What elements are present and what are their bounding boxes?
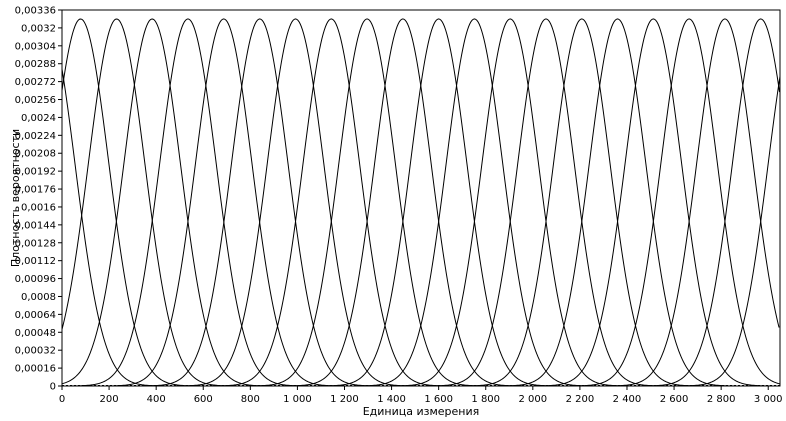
y-tick-label: 0,00016 [15, 364, 56, 375]
density-curve-22 [655, 76, 780, 386]
density-curve-9 [190, 18, 473, 386]
density-curve-16 [440, 18, 724, 386]
y-tick-label: 0,00176 [15, 185, 56, 196]
x-tick-label: 400 [147, 394, 166, 405]
x-axis-title: Единица измерения [363, 405, 480, 418]
x-tick-label: 0 [59, 394, 65, 405]
x-tick-label: 800 [241, 394, 260, 405]
x-tick-label: 1 800 [471, 394, 500, 405]
density-curve-5 [62, 18, 330, 386]
density-curve-14 [368, 18, 652, 386]
x-tick-label: 2 400 [613, 394, 642, 405]
y-axis-ticks: 0 0,00016 0,00032 0,00048 0,00064 0,0008 0,000… [15, 6, 62, 393]
y-tick-label: 0,0024 [21, 113, 56, 124]
y-tick-label: 0,00064 [15, 310, 56, 321]
density-curve-6 [82, 18, 365, 386]
density-curve-10 [225, 18, 509, 386]
y-tick-label: 0,00032 [15, 346, 56, 357]
y-tick-label: 0,0032 [21, 23, 56, 34]
y-axis-title: Плотность вероятности [9, 129, 22, 267]
y-tick-label: 0,00256 [15, 95, 56, 106]
y-tick-label: 0,00288 [15, 59, 56, 70]
y-tick-label: 0,0008 [21, 292, 56, 303]
y-tick-label: 0,00128 [15, 238, 56, 249]
x-tick-label: 2 600 [660, 394, 689, 405]
density-curve-12 [297, 18, 580, 386]
y-tick-label: 0,00048 [15, 328, 56, 339]
y-tick-label: 0,00208 [15, 149, 56, 160]
density-curve-8 [154, 18, 437, 386]
y-tick-label: 0 [50, 382, 56, 393]
y-tick-label: 0,00304 [15, 41, 56, 52]
y-tick-label: 0,00272 [15, 77, 56, 88]
density-curve-11 [261, 18, 545, 386]
x-tick-label: 2 000 [518, 394, 547, 405]
y-tick-label: 0,00144 [15, 220, 56, 231]
x-tick-label: 1 000 [283, 394, 312, 405]
density-curve-7 [118, 18, 401, 386]
x-tick-label: 3 000 [754, 394, 783, 405]
density-curve-13 [333, 18, 616, 386]
x-tick-label: 1 200 [330, 394, 359, 405]
density-curve-17 [476, 18, 759, 386]
y-tick-label: 0,00336 [15, 6, 56, 17]
y-tick-label: 0,0016 [21, 202, 56, 213]
x-tick-label: 600 [194, 394, 213, 405]
x-tick-label: 1 400 [377, 394, 406, 405]
y-tick-label: 0,00192 [15, 167, 56, 178]
x-tick-label: 200 [100, 394, 119, 405]
x-tick-label: 1 600 [424, 394, 453, 405]
x-axis-ticks: 0 200 400 600 800 1 000 1 200 1 400 1 600 1 800 2 … [59, 386, 783, 405]
y-tick-label: 0,00112 [15, 256, 56, 267]
y-tick-label: 0,00224 [15, 131, 56, 142]
density-curve-20 [583, 18, 780, 386]
x-tick-label: 2 800 [707, 394, 736, 405]
density-curve-18 [512, 18, 780, 386]
density-curve-15 [404, 18, 688, 386]
x-tick-label: 2 200 [566, 394, 595, 405]
y-tick-label: 0,00096 [15, 274, 56, 285]
